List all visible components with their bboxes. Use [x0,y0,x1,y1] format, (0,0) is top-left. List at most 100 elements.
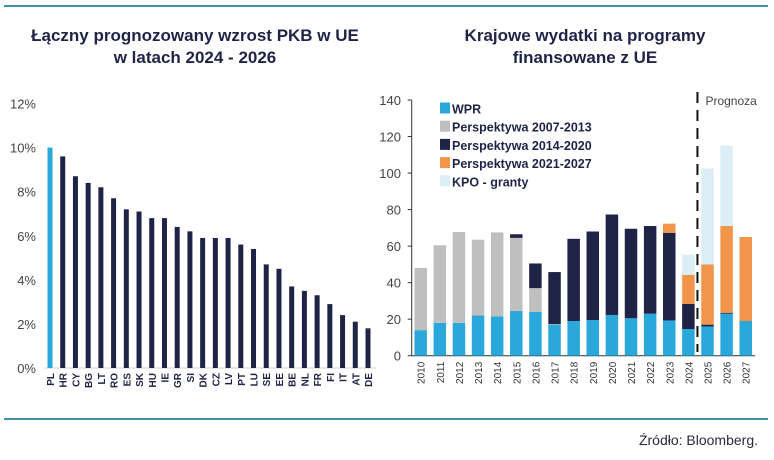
bar-2021-series-2 [624,228,638,319]
bar-2026-series-4 [720,145,733,227]
legend-swatch [440,157,450,169]
x-tick-label: SE [262,373,273,387]
bar-2010-series-1 [414,268,427,331]
x-tick-label: IT [339,373,350,382]
bar-2025-series-4 [701,168,714,265]
legend-swatch [440,120,450,132]
bar-2018-series-0 [567,320,580,356]
x-tick-label: 2015 [512,361,523,384]
bar-2015-series-1 [510,237,523,311]
bar-2024-series-4 [682,254,695,275]
legend-label: Perspektywa 2014-2020 [452,139,592,153]
left-title-line1: Łączny prognozowany wzrost PKB w UE [31,26,359,45]
x-tick-label: SI [186,373,197,383]
y-tick-label: 0 [394,349,401,364]
x-tick-label: LV [224,373,235,385]
bar-2016-series-0 [529,311,542,356]
forecast-label: Prognoza [705,94,757,108]
x-tick-label: 2020 [608,361,619,384]
x-tick-label: EE [275,373,286,387]
left-title-line2: w latach 2024 - 2026 [113,48,277,67]
x-tick-label: 2016 [531,361,542,384]
bar-DK [200,237,206,368]
x-tick-label: 2014 [493,361,504,384]
bar-2022-series-2 [643,226,657,314]
y-tick-label: 2% [17,317,36,332]
x-tick-label: ES [122,373,133,387]
bar-CY [72,176,78,368]
bar-2019-series-0 [586,320,600,356]
bar-GR [174,226,180,368]
x-tick-label: 2024 [684,361,695,384]
right-title-line1: Krajowe wydatki na programy [464,26,706,45]
bar-DE [365,328,371,368]
right-title-line2: finansowane z UE [512,48,658,67]
y-tick-label: 12% [10,97,36,112]
bar-LV [225,237,231,368]
y-tick-label: 6% [17,229,36,244]
bar-2017-series-2 [548,272,561,325]
x-tick-label: BE [288,373,299,387]
bar-2014-series-0 [490,316,504,356]
x-tick-label: 2022 [646,361,657,384]
x-tick-label: 2018 [570,361,581,384]
bar-2019-series-2 [586,231,600,321]
legend-label: Perspektywa 2007-2013 [452,121,592,135]
y-tick-label: 10% [10,141,36,156]
bar-2024-series-2 [682,304,695,330]
y-tick-label: 80 [387,203,401,218]
top-rule [4,5,768,7]
bar-2025-series-0 [701,326,714,356]
bar-2017-series-0 [548,324,561,356]
bar-2026-series-0 [720,313,733,356]
bar-EE [276,268,282,368]
y-tick-label: 8% [17,185,36,200]
bar-2027-series-3 [739,236,752,321]
x-tick-label: IE [160,373,171,383]
legend-label: WPR [452,103,481,117]
bar-2016-series-1 [529,288,542,312]
x-tick-label: SK [135,372,146,387]
x-tick-label: FI [326,373,337,382]
bar-2025-series-3 [701,264,714,325]
bar-2026-series-3 [720,226,733,313]
x-tick-label: 2011 [436,361,447,383]
bar-2012-series-1 [452,232,466,323]
bar-2021-series-0 [624,318,638,356]
y-tick-label: 140 [379,93,401,108]
x-tick-label: GR [173,372,184,388]
bar-IT [340,315,346,368]
bar-CZ [212,237,218,368]
bar-2020-series-0 [605,314,619,356]
x-tick-label: CZ [211,373,222,386]
bar-2014-series-1 [490,232,504,317]
bar-BG [85,182,91,368]
bar-AT [352,321,358,368]
y-tick-label: 0% [17,361,36,376]
legend-label: KPO - granty [452,175,528,189]
x-tick-label: 2025 [704,361,715,384]
bar-NL [301,290,307,368]
x-tick-label: FR [313,372,324,386]
bar-2025-series-2 [701,324,714,327]
bar-IE [161,218,167,368]
x-tick-label: RO [110,373,121,388]
y-tick-label: 120 [379,130,401,145]
bar-2017-series-1 [548,324,561,325]
bottom-rule [4,418,768,420]
bar-HU [149,218,155,368]
x-tick-label: PT [237,373,248,386]
bar-2024-series-0 [682,329,695,356]
y-tick-label: 20 [387,312,401,327]
eu-spending-chart: 0 20 40 60 80 100 120 140 2010 2011 2012 2013 2014 20… [379,92,757,384]
x-tick-label: CY [71,373,82,387]
x-tick-label: DK [199,372,210,387]
bar-2027-series-0 [739,320,752,356]
x-tick-label: 2023 [665,361,676,384]
bar-2012-series-0 [452,322,466,356]
x-tick-label: LT [97,373,108,384]
bar-FR [314,295,320,368]
x-tick-label: DE [364,373,375,387]
bar-SE [263,264,269,368]
bar-2023-series-0 [663,320,676,356]
